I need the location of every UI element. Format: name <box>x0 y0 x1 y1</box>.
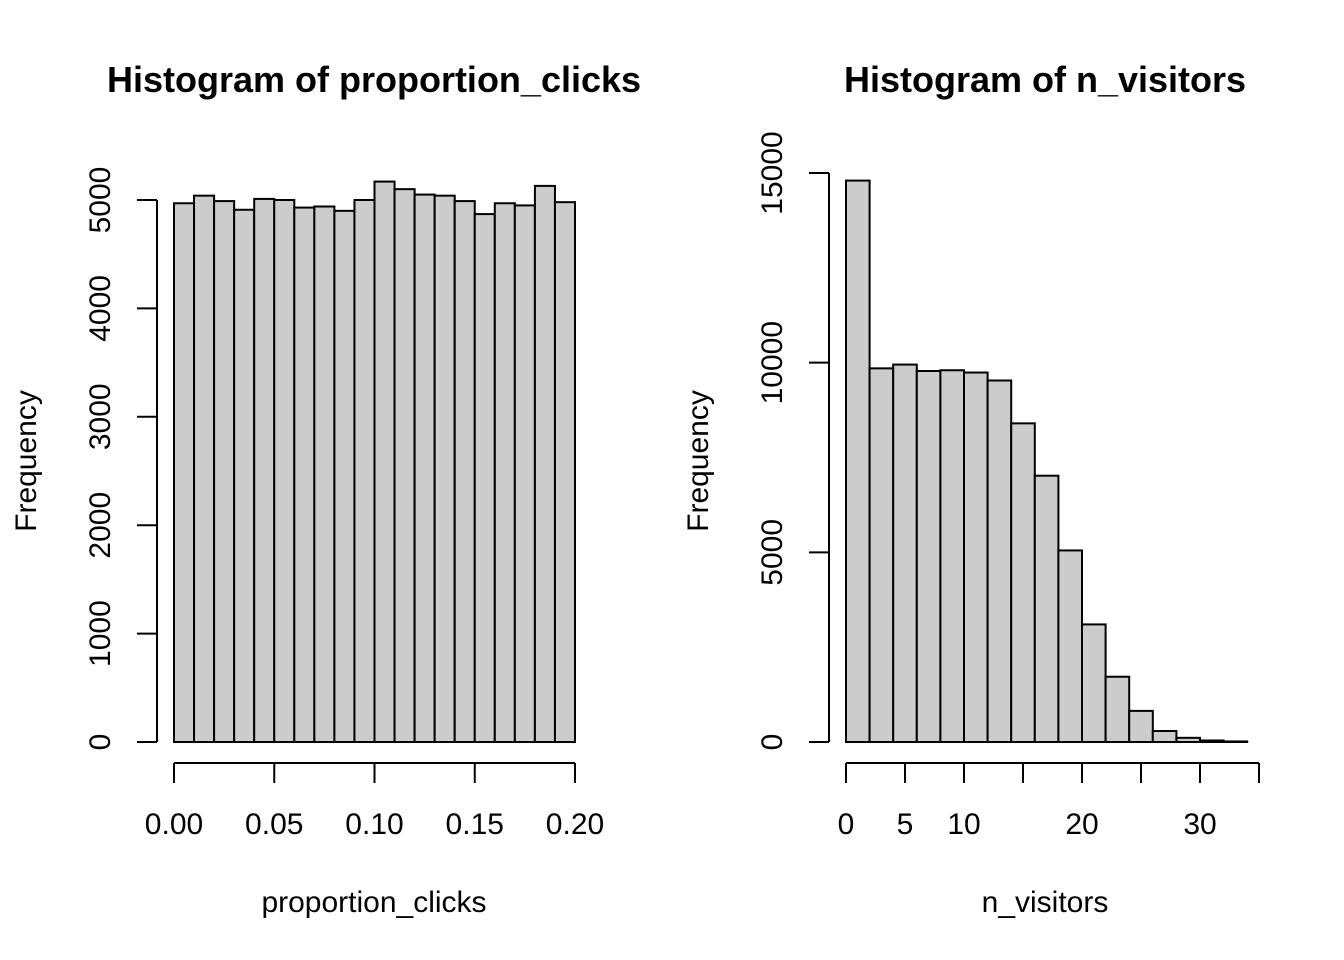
y-axis-label: Frequency <box>10 390 43 532</box>
x-tick-label: 20 <box>1065 808 1098 841</box>
y-tick-label: 1000 <box>84 600 117 667</box>
histogram-bar <box>868 367 895 743</box>
y-tick-label: 5000 <box>84 167 117 234</box>
y-tick-label: 0 <box>756 734 789 751</box>
y-tick-label: 15000 <box>756 131 789 214</box>
x-tick-label: 0 <box>838 808 855 841</box>
histogram-bar <box>193 194 216 743</box>
histogram-bar <box>313 205 336 743</box>
x-tick-label: 0.05 <box>245 808 303 841</box>
histogram-n-visitors: Histogram of n_visitors Frequency n_visi… <box>682 59 1260 919</box>
histogram-bar <box>453 200 476 744</box>
x-axis-label: n_visitors <box>982 886 1109 919</box>
histogram-bar <box>413 193 436 743</box>
histogram-bar <box>173 202 196 743</box>
histogram-bar <box>1081 623 1107 744</box>
histogram-bar <box>1104 675 1131 743</box>
x-tick-label: 10 <box>947 808 980 841</box>
histogram-bar <box>433 194 456 743</box>
x-tick-label: 30 <box>1183 808 1216 841</box>
y-tick-label: 2000 <box>84 492 117 559</box>
x-axis: 0 5 10 20 30 <box>838 762 1260 841</box>
histogram-bar <box>892 363 918 743</box>
y-tick-label: 0 <box>84 734 117 751</box>
chart-title: Histogram of n_visitors <box>844 59 1246 100</box>
y-tick-label: 5000 <box>756 519 789 586</box>
histogram-bar <box>293 206 316 743</box>
chart-title: Histogram of proportion_clicks <box>107 59 641 100</box>
bars <box>845 179 1249 744</box>
histogram-bar <box>393 188 416 744</box>
bars <box>173 180 577 744</box>
histogram-bar <box>333 209 356 743</box>
x-tick-label: 5 <box>897 808 914 841</box>
y-tick-label: 10000 <box>756 321 789 404</box>
x-tick-label: 0.20 <box>546 808 604 841</box>
histogram-bar <box>963 371 989 743</box>
histogram-bar <box>1057 549 1084 743</box>
histogram-bar <box>1175 736 1202 743</box>
histogram-bar <box>373 180 396 743</box>
y-axis: 0 1000 2000 3000 4000 5000 <box>84 167 158 751</box>
x-tick-label: 0.15 <box>446 808 504 841</box>
histogram-bar <box>1199 739 1225 743</box>
histogram-bar <box>1222 740 1249 744</box>
histogram-bar <box>1010 422 1036 743</box>
histogram-bar <box>986 379 1013 743</box>
histogram-bar <box>233 208 256 744</box>
y-axis-label: Frequency <box>682 390 715 532</box>
histogram-bar <box>939 369 966 743</box>
histogram-bar <box>213 200 236 744</box>
x-tick-label: 0.10 <box>345 808 403 841</box>
x-axis: 0.00 0.05 0.10 0.15 0.20 <box>145 762 604 841</box>
histogram-bar <box>353 199 376 743</box>
y-axis: 0 5000 10000 15000 <box>756 131 830 751</box>
histogram-bar <box>533 184 556 743</box>
histogram-bar <box>1151 729 1178 743</box>
histogram-bar <box>1033 474 1060 743</box>
y-tick-label: 4000 <box>84 275 117 342</box>
histogram-bar <box>493 202 516 743</box>
histogram-bar <box>253 197 276 743</box>
histogram-bar <box>845 179 871 743</box>
x-tick-label: 0.00 <box>145 808 203 841</box>
histogram-bar <box>915 370 942 743</box>
y-tick-label: 3000 <box>84 383 117 450</box>
histogram-bar <box>473 213 496 744</box>
histogram-bar <box>273 199 296 743</box>
histogram-bar <box>553 201 577 743</box>
x-axis-label: proportion_clicks <box>261 886 486 919</box>
histogram-proportion-clicks: Histogram of proportion_clicks Frequency… <box>10 59 641 919</box>
histogram-bar <box>513 204 536 744</box>
histogram-bar <box>1128 709 1154 743</box>
